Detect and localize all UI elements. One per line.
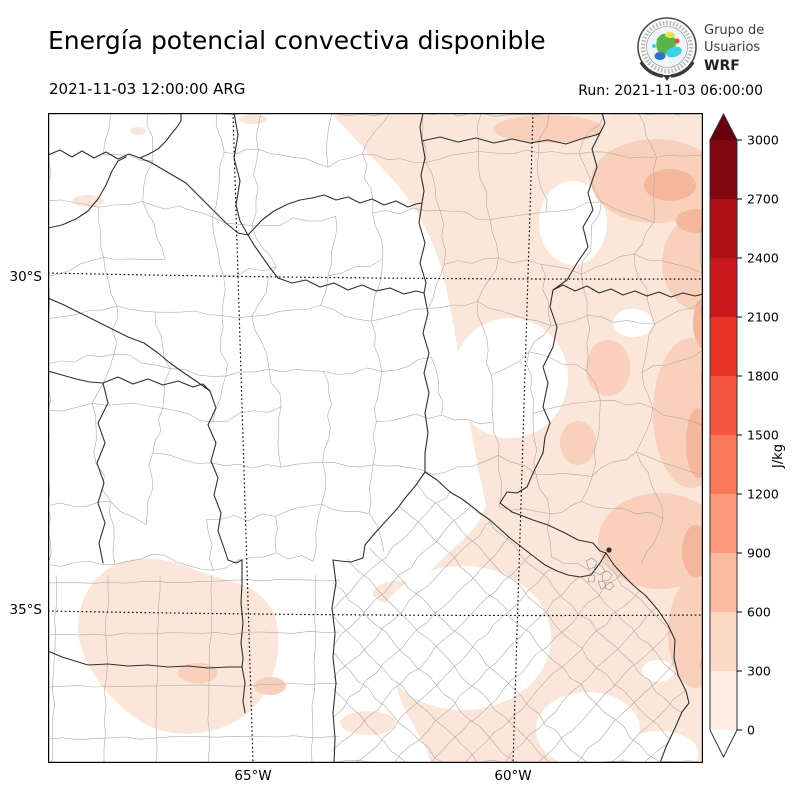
colorbar-tick-label: 1800: [747, 369, 779, 384]
colorbar-tick-label: 300: [747, 664, 771, 679]
colorbar-tick-label: 2700: [747, 192, 779, 207]
wrf-logo-icon: Grupo de Usuarios WRF: [637, 17, 764, 81]
colorbar-band: [710, 612, 737, 671]
cape-shading-holes: [375, 181, 698, 763]
logo-line-3: WRF: [704, 58, 740, 74]
la-pampa-department-grid: [48, 575, 340, 763]
colorbar-band: [710, 671, 737, 730]
colorbar-tick-label: 1200: [747, 487, 779, 502]
colorbar-band: [710, 553, 737, 612]
map-frame: [48, 113, 703, 763]
lon-label-65w: 65°W: [234, 768, 272, 784]
colorbar-tick-label: 2400: [747, 251, 779, 266]
colorbar-tick-label: 0: [747, 723, 755, 738]
colorbar-band: [710, 199, 737, 258]
colorbar-band: [710, 435, 737, 494]
colorbar-over-arrow: [710, 114, 737, 140]
colorbar-tick-label: 900: [747, 546, 771, 561]
colorbar-band: [710, 494, 737, 553]
gridline-60w: [512, 113, 534, 763]
cape-shading-deep: [644, 169, 703, 577]
province-boundaries: [48, 113, 703, 763]
colorbar-tick-label: 600: [747, 605, 771, 620]
page-title: Energía potencial convectiva disponible: [48, 26, 546, 55]
lat-label-30s: 30°S: [9, 269, 43, 285]
department-boundaries: [48, 113, 703, 763]
colorbar-tick-label: 1500: [747, 428, 779, 443]
colorbar-under-arrow: [710, 730, 737, 757]
colorbar-band: [710, 140, 737, 199]
cape-shading-medium: [178, 115, 703, 695]
run-time-label: Run: 2021-11-03 06:00:00: [578, 83, 763, 99]
logo-line-2: Usuarios: [704, 40, 760, 55]
colorbar-tick-label: 2100: [747, 310, 779, 325]
valid-time-label: 2021-11-03 12:00:00 ARG: [49, 80, 246, 98]
colorbar: 0 300 600 900 1200 1500 1800 2100 2400 2700 3000 J/…: [709, 112, 786, 759]
colorbar-band: [710, 258, 737, 317]
lat-label-35s: 35°S: [9, 602, 43, 618]
colorbar-band: [710, 317, 737, 376]
map-canvas: [48, 113, 703, 763]
logo-line-1: Grupo de: [704, 23, 764, 38]
colorbar-band: [710, 376, 737, 435]
colorbar-tick-label: 3000: [747, 133, 779, 148]
buenos-aires-city-mark: [606, 547, 612, 553]
colorbar-unit-label: J/kg: [771, 444, 786, 469]
caba-cluster: [585, 557, 615, 591]
graticule: [48, 113, 703, 763]
gridline-65w: [232, 113, 254, 763]
lon-label-60w: 60°W: [494, 768, 532, 784]
